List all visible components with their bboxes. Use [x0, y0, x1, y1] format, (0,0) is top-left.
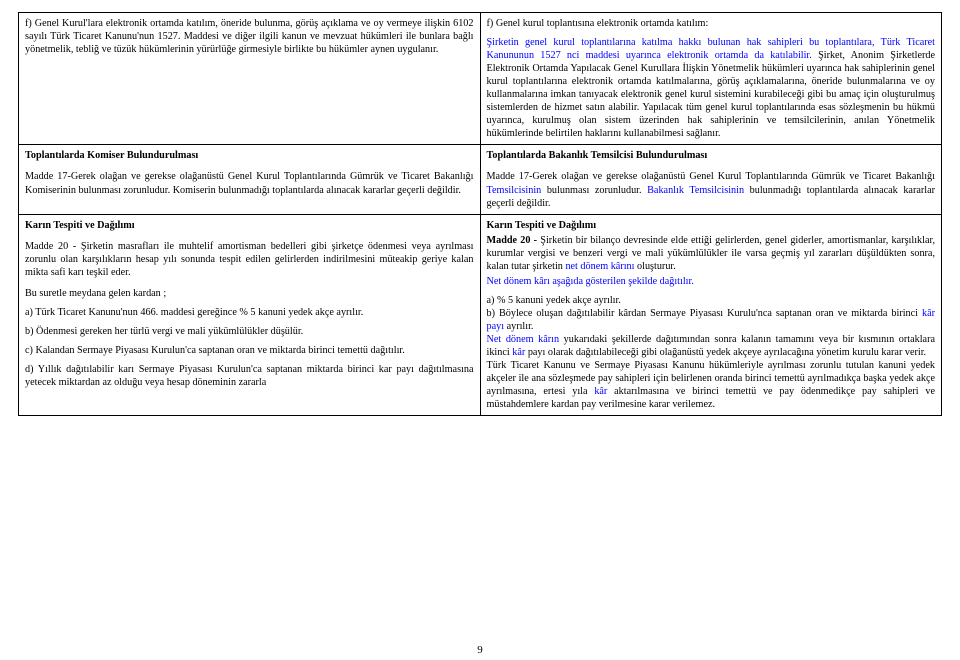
table-row: f) Genel Kurul'lara elektronik ortamda k… — [19, 13, 942, 145]
row3-right-p1c: net dönem kârını — [565, 261, 634, 272]
row3-left-d: d) Yıllık dağıtılabilir karı Sermaye Piy… — [25, 363, 474, 389]
row3-left-heading: Karın Tespiti ve Dağılımı — [25, 219, 474, 232]
row2-right-p1c: bulunması zorunludur. — [541, 185, 647, 196]
row3-right-p1a: Madde 20 - — [487, 235, 541, 246]
row1-left-p1: f) Genel Kurul'lara elektronik ortamda k… — [25, 17, 474, 56]
row3-right-c4: payı olarak dağıtılabileceği gibi olağan… — [525, 347, 926, 358]
table-row: Toplantılarda Komiser Bulundurulması Mad… — [19, 145, 942, 214]
row3-right-p1d: oluşturur. — [634, 261, 675, 272]
row3-right-c3: kâr — [512, 347, 525, 358]
row1-left-cell: f) Genel Kurul'lara elektronik ortamda k… — [19, 13, 481, 145]
row3-right-b: b) Böylece oluşan dağıtılabilir kârdan S… — [487, 307, 936, 333]
row2-left-p1: Madde 17-Gerek olağan ve gerekse olağanü… — [25, 170, 474, 196]
row1-right-cell: f) Genel kurul toplantısına elektronik o… — [480, 13, 942, 145]
row3-right-p1: Madde 20 - Şirketin bir bilanço devresin… — [487, 234, 936, 273]
row3-left-a: a) Türk Ticaret Kanunu'nun 466. maddesi … — [25, 306, 474, 319]
row3-left-c: c) Kalandan Sermaye Piyasası Kurulun'ca … — [25, 344, 474, 357]
row2-right-heading: Toplantılarda Bakanlık Temsilcisi Bulund… — [487, 149, 936, 162]
row3-right-p1b: Şirketin bir bilanço devresinde elde ett… — [487, 235, 936, 272]
row1-right-p1: f) Genel kurul toplantısına elektronik o… — [487, 17, 936, 30]
row2-left-cell: Toplantılarda Komiser Bulundurulması Mad… — [19, 145, 481, 214]
row2-right-cell: Toplantılarda Bakanlık Temsilcisi Bulund… — [480, 145, 942, 214]
row3-right-heading: Karın Tespiti ve Dağılımı — [487, 219, 936, 232]
row3-right-c1: Net dönem kârın — [487, 334, 560, 345]
row2-right-p1: Madde 17-Gerek olağan ve gerekse olağanü… — [487, 170, 936, 209]
row3-left-cell: Karın Tespiti ve Dağılımı Madde 20 - Şir… — [19, 214, 481, 416]
page-number: 9 — [0, 644, 960, 656]
row2-right-p1b: Temsilcisinin — [487, 185, 542, 196]
row3-right-cell: Karın Tespiti ve Dağılımı Madde 20 - Şir… — [480, 214, 942, 416]
row3-right-a: a) % 5 kanuni yedek akçe ayrılır. — [487, 294, 936, 307]
table-row: Karın Tespiti ve Dağılımı Madde 20 - Şir… — [19, 214, 942, 416]
row3-right-b3: ayrılır. — [504, 321, 533, 332]
row3-left-p2: Bu suretle meydana gelen kardan ; — [25, 287, 474, 300]
row3-left-list: a) Türk Ticaret Kanunu'nun 466. maddesi … — [25, 306, 474, 389]
row3-left-p1: Madde 20 - Şirketin masrafları ile muhte… — [25, 240, 474, 279]
row2-left-heading: Toplantılarda Komiser Bulundurulması — [25, 149, 474, 162]
page-root: f) Genel Kurul'lara elektronik ortamda k… — [0, 0, 960, 660]
row2-right-p1d: Bakanlık Temsilcisinin — [647, 185, 744, 196]
row3-right-d: Türk Ticaret Kanunu ve Sermaye Piyasası … — [487, 359, 936, 411]
row3-right-c: Net dönem kârın yukarıdaki şekillerde da… — [487, 333, 936, 359]
content-table: f) Genel Kurul'lara elektronik ortamda k… — [18, 12, 942, 416]
row1-right-p2: Şirketin genel kurul toplantılarına katı… — [487, 36, 936, 140]
row3-right-b1: b) Böylece oluşan dağıtılabilir kârdan S… — [487, 308, 922, 319]
row3-right-p2: Net dönem kârı aşağıda gösterilen şekild… — [487, 275, 936, 288]
row2-right-p1a: Madde 17-Gerek olağan ve gerekse olağanü… — [487, 171, 936, 182]
row3-left-b: b) Ödenmesi gereken her türlü vergi ve m… — [25, 325, 474, 338]
row3-right-d2: kâr — [594, 386, 607, 397]
